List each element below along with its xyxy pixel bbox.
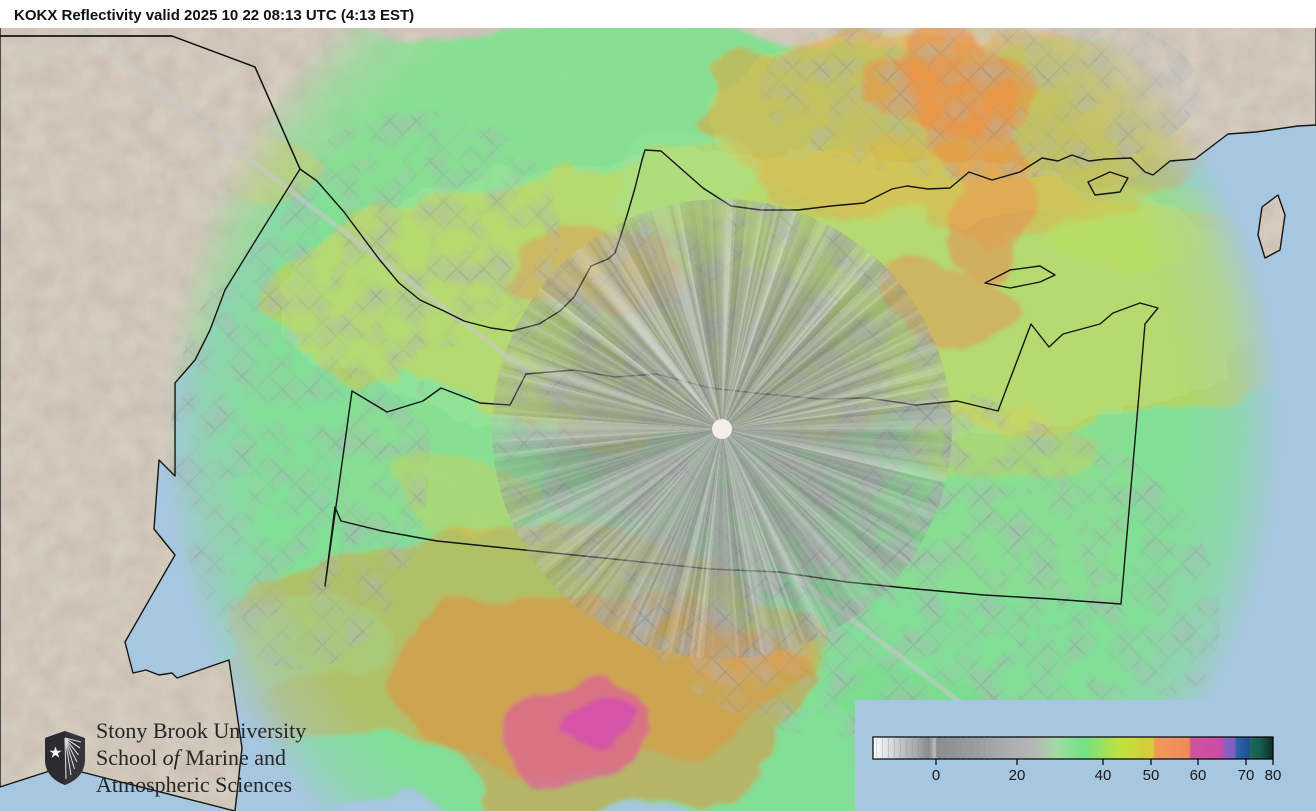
svg-text:20: 20 xyxy=(1009,767,1026,784)
svg-text:50: 50 xyxy=(1143,767,1160,784)
svg-text:0: 0 xyxy=(932,767,940,784)
svg-text:70: 70 xyxy=(1238,767,1255,784)
svg-text:60: 60 xyxy=(1190,767,1207,784)
svg-text:40: 40 xyxy=(1095,767,1112,784)
svg-text:80: 80 xyxy=(1265,767,1282,784)
